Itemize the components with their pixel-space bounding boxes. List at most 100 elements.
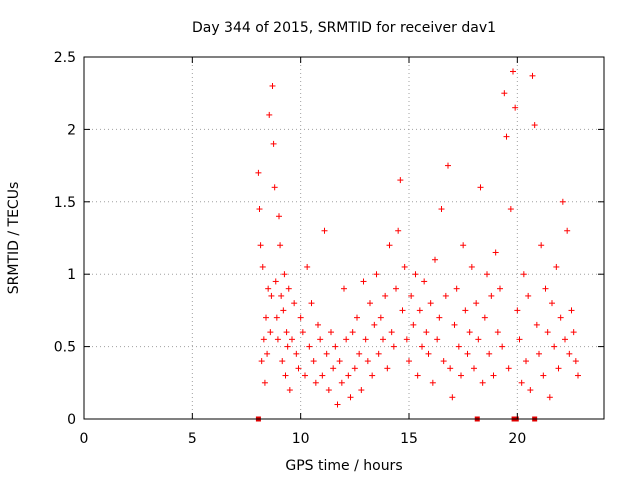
data-point xyxy=(425,350,432,357)
data-point xyxy=(264,350,271,357)
data-point xyxy=(382,292,389,299)
y-tick-label: 2 xyxy=(67,122,76,138)
data-point xyxy=(507,206,514,213)
data-point xyxy=(479,379,486,386)
data-point xyxy=(442,292,449,299)
data-point xyxy=(445,162,451,169)
data-point xyxy=(268,292,275,299)
data-point xyxy=(512,104,519,111)
data-point xyxy=(421,278,428,285)
data-point xyxy=(291,300,298,307)
data-point xyxy=(566,350,573,357)
data-point xyxy=(455,343,462,350)
data-point xyxy=(488,292,495,299)
data-point xyxy=(544,329,551,336)
data-point xyxy=(317,336,324,343)
data-point xyxy=(473,300,480,307)
data-point xyxy=(336,358,343,365)
data-point xyxy=(341,285,347,292)
data-point xyxy=(451,321,458,328)
data-point xyxy=(505,365,512,372)
data-point xyxy=(306,343,313,350)
data-point xyxy=(310,358,317,365)
data-point xyxy=(255,169,262,176)
data-point xyxy=(323,350,330,357)
data-point xyxy=(529,72,536,79)
data-point xyxy=(447,365,454,372)
data-point xyxy=(438,206,445,213)
data-point xyxy=(265,285,272,292)
data-point xyxy=(334,401,341,408)
y-tick-label: 2.5 xyxy=(54,50,76,66)
data-point xyxy=(406,358,412,365)
data-point xyxy=(490,372,497,379)
data-point xyxy=(356,350,363,357)
data-point xyxy=(440,358,447,365)
data-point xyxy=(520,271,527,278)
x-tick-label: 15 xyxy=(400,431,418,447)
data-point xyxy=(551,343,558,350)
data-point xyxy=(540,372,547,379)
data-point xyxy=(475,336,482,343)
data-point xyxy=(559,198,566,205)
data-point xyxy=(464,350,471,357)
data-point xyxy=(347,394,354,401)
data-point xyxy=(562,336,568,343)
data-point xyxy=(492,249,499,256)
data-point xyxy=(263,314,269,321)
data-point xyxy=(286,387,293,394)
data-point xyxy=(510,68,516,75)
data-point xyxy=(312,379,319,386)
data-point xyxy=(419,343,425,350)
data-point xyxy=(494,329,501,336)
data-point xyxy=(271,184,278,191)
data-point xyxy=(377,314,384,321)
y-tick-label: 0 xyxy=(67,412,76,428)
data-point xyxy=(345,372,352,379)
data-point xyxy=(564,227,571,234)
data-point xyxy=(527,387,534,394)
data-point xyxy=(281,271,288,278)
data-point xyxy=(399,307,406,314)
data-point xyxy=(458,372,464,379)
data-point xyxy=(297,314,304,321)
data-point xyxy=(269,82,276,89)
y-tick-label: 1.5 xyxy=(54,195,76,211)
data-point xyxy=(462,307,469,314)
data-point xyxy=(533,321,540,328)
data-point xyxy=(384,365,391,372)
x-axis-label: GPS time / hours xyxy=(285,458,402,474)
data-point xyxy=(572,358,579,365)
plot-frame xyxy=(83,56,605,420)
data-point xyxy=(273,314,280,321)
data-point xyxy=(466,329,473,336)
data-point xyxy=(546,394,553,401)
data-point xyxy=(523,358,529,365)
data-point xyxy=(270,140,277,147)
data-point xyxy=(283,329,290,336)
data-point xyxy=(497,285,503,292)
data-point xyxy=(395,227,402,234)
data-point xyxy=(416,307,423,314)
data-point xyxy=(468,263,475,270)
data-point xyxy=(282,372,289,379)
data-point xyxy=(408,292,415,299)
data-point xyxy=(267,329,274,336)
data-point xyxy=(260,336,267,343)
data-point xyxy=(388,329,395,336)
data-point xyxy=(536,350,542,357)
data-point xyxy=(328,329,334,336)
data-point xyxy=(538,242,545,249)
data-point xyxy=(258,358,265,365)
data-point xyxy=(304,263,311,270)
data-point xyxy=(375,350,382,357)
data-point xyxy=(531,122,538,129)
data-point xyxy=(386,242,393,249)
data-point xyxy=(259,263,266,270)
data-point xyxy=(410,321,417,328)
data-point xyxy=(367,300,373,307)
data-point xyxy=(460,242,467,249)
x-tick-label: 5 xyxy=(188,431,197,447)
data-point xyxy=(358,387,365,394)
grid-lines xyxy=(84,57,604,419)
